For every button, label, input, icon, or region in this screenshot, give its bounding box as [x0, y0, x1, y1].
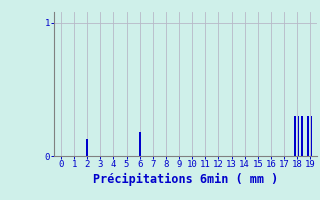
Bar [311, 116, 312, 156]
Bar [298, 116, 299, 156]
Bar [139, 132, 140, 156]
Bar [294, 116, 296, 156]
Bar [301, 116, 303, 156]
Bar [86, 139, 88, 156]
Bar [307, 116, 309, 156]
X-axis label: Précipitations 6min ( mm ): Précipitations 6min ( mm ) [93, 173, 278, 186]
